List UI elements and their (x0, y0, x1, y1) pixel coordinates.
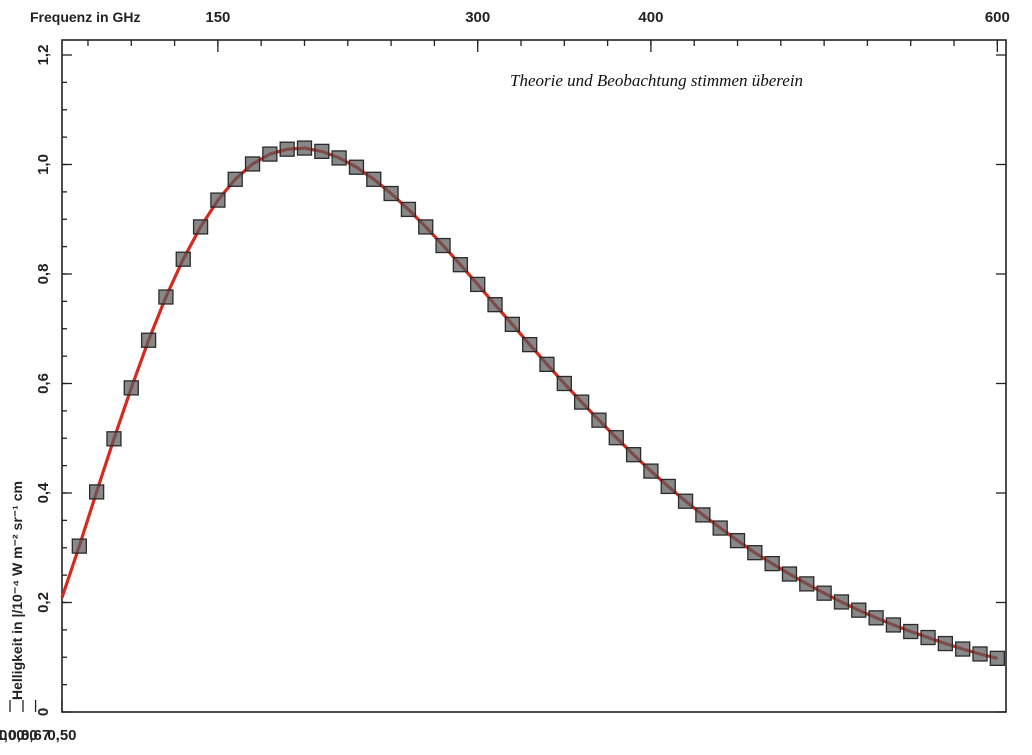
data-point (435, 237, 451, 254)
data-point (799, 576, 815, 592)
data-point (210, 192, 226, 208)
data-point (383, 185, 399, 202)
y-tick-label: 1,2 (35, 45, 52, 66)
y-tick-label: 0,4 (35, 482, 52, 504)
data-point (314, 143, 330, 160)
data-point (539, 356, 555, 372)
data-point (868, 610, 884, 626)
y-tick-label: 0,2 (35, 592, 52, 613)
data-point (123, 380, 139, 396)
top-tick-label: 150 (205, 9, 230, 26)
data-point (71, 538, 87, 554)
bottom-tick-label: 1,00 (0, 727, 25, 744)
data-point (522, 336, 538, 353)
data-point (418, 219, 434, 235)
bottom-tick-label: 0,67 (21, 727, 50, 744)
bottom-tick-label: 0,80 (8, 727, 37, 744)
top-tick-label: 600 (985, 9, 1010, 26)
data-point (192, 219, 209, 235)
data-point (833, 594, 850, 610)
labels-layer: 1503004006004,002,001,501,000,800,670,50… (0, 9, 1010, 744)
data-point (885, 617, 902, 633)
data-point (366, 171, 382, 187)
chart-annotation: Theorie und Beobachtung stimmen überein (510, 71, 803, 90)
data-point (851, 602, 867, 618)
data-point (244, 156, 261, 172)
data-point (920, 629, 936, 646)
data-point (452, 257, 469, 273)
data-point (747, 545, 763, 561)
ticks-layer (9, 40, 1006, 713)
data-point (712, 520, 728, 536)
data-point (470, 276, 486, 293)
top-tick-label: 400 (638, 9, 663, 26)
y-tick-label: 0,6 (35, 373, 52, 394)
top-tick-label: 300 (465, 9, 490, 26)
data-point (296, 140, 313, 156)
bottom-tick-label: 0,50 (47, 727, 76, 744)
top-axis-title: Frequenz in GHz (30, 9, 140, 25)
data-point (158, 289, 174, 305)
data-point (400, 201, 417, 218)
data-point (227, 171, 243, 187)
data-point (764, 555, 780, 572)
data-point (625, 447, 642, 463)
data-point (279, 141, 295, 157)
data-point (955, 641, 971, 657)
data-point (781, 566, 798, 582)
data-point (331, 150, 347, 166)
data-point (88, 484, 105, 500)
data-point (677, 493, 694, 509)
data-point (140, 332, 157, 348)
y-tick-label: 0 (35, 708, 52, 716)
data-point (262, 146, 278, 162)
data-point (487, 297, 503, 313)
y-tick-label: 0,8 (35, 264, 52, 285)
bottom-tick-label: 1,50 (0, 727, 7, 744)
data-point (816, 585, 832, 601)
data-point (573, 394, 590, 410)
data-point (591, 412, 607, 428)
data-point (106, 431, 122, 447)
data-point (903, 623, 919, 640)
plot-frame (61, 39, 1007, 713)
data-point (175, 251, 191, 267)
data-point (556, 375, 572, 392)
data-point (695, 507, 711, 523)
y-axis-title: Helligkeit in |/10⁻⁴ W m⁻² sr⁻¹ cm (9, 481, 25, 700)
data-point (608, 430, 624, 446)
y-tick-label: 1,0 (35, 154, 52, 175)
data-point (504, 316, 520, 333)
data-point (989, 650, 1005, 666)
markers-layer (71, 140, 1005, 666)
data-point (729, 532, 746, 549)
data-point (660, 478, 676, 495)
data-point (972, 646, 988, 662)
data-point (643, 463, 659, 479)
data-point (937, 635, 954, 652)
data-point (348, 159, 365, 175)
